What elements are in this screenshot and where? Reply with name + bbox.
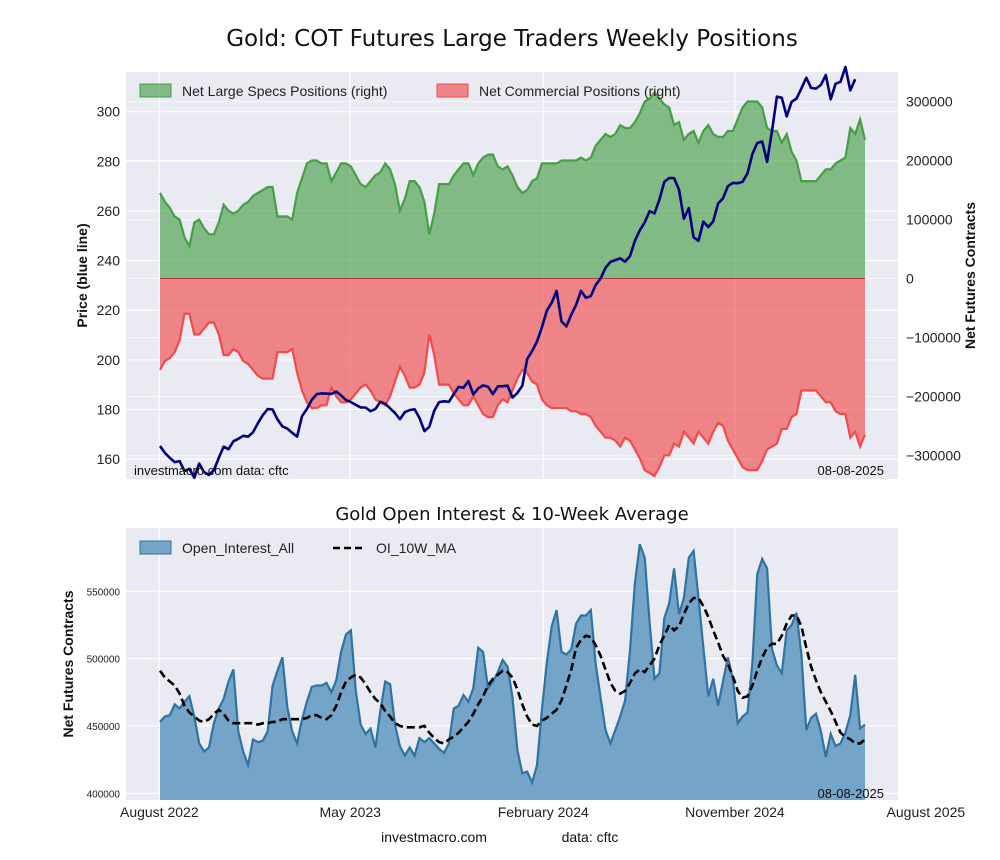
legend-label-open-interest: Open_Interest_All [182, 540, 294, 556]
price-tick-label: 280 [97, 153, 121, 169]
open-interest-line [159, 543, 866, 786]
date-tick-label: August 2022 [120, 804, 199, 820]
date-tick-label: May 2023 [319, 804, 381, 820]
date-note-bottom: 08-08-2025 [818, 786, 885, 801]
open-interest-panel: Gold Open Interest & 10-Week Average 400… [60, 504, 965, 820]
open-interest-axis-label: Net Futures Contracts [60, 590, 76, 737]
net-commercial-line [159, 312, 867, 478]
moving-average-series [158, 596, 866, 745]
date-axis-ticks: August 2022 May 2023 February 2024 November… [120, 804, 965, 820]
legend-label-specs: Net Large Specs Positions (right) [182, 83, 387, 99]
cot-legend: Net Large Specs Positions (right) Net Co… [139, 83, 681, 99]
oi-10w-ma-line [158, 596, 866, 745]
cot-area-series [159, 90, 867, 478]
date-tick-label: November 2024 [685, 804, 785, 820]
net-large-specs-line [159, 90, 867, 250]
price-tick-label: 180 [97, 402, 121, 418]
net-contracts-tick-label: 200000 [906, 152, 953, 168]
price-tick-label: 220 [97, 302, 121, 318]
open-interest-area [160, 544, 865, 800]
source-note: investmacro.com data: cftc [134, 463, 289, 478]
net-commercial-area [160, 278, 865, 477]
open-interest-area-series [159, 543, 866, 800]
legend-label-commercial: Net Commercial Positions (right) [479, 83, 681, 99]
net-contracts-tick-label: −300000 [906, 447, 961, 463]
legend-swatch-open-interest [139, 540, 172, 555]
price-tick-label: 200 [97, 352, 121, 368]
net-contracts-tick-label: −100000 [906, 329, 961, 345]
net-contracts-axis-label: Net Futures Contracts [962, 202, 978, 349]
net-contracts-tick-label: 0 [906, 270, 914, 286]
open-interest-axis-ticks: 400000 450000 500000 550000 [87, 587, 121, 800]
price-tick-label: 260 [97, 203, 121, 219]
footer-data-source: data: cftc [562, 829, 619, 845]
net-contracts-axis-ticks: −300000 −200000 −100000 0 100000 200000 300000 [906, 93, 961, 463]
date-tick-label: August 2025 [887, 804, 966, 820]
legend-swatch-specs [139, 83, 172, 98]
legend-label-moving-average: OI_10W_MA [376, 540, 457, 556]
price-tick-label: 300 [97, 104, 121, 120]
price-axis-label: Price (blue line) [74, 223, 90, 327]
open-interest-tick-label: 450000 [87, 722, 121, 733]
date-tick-label: February 2024 [498, 804, 589, 820]
net-contracts-tick-label: 100000 [906, 211, 953, 227]
open-interest-tick-label: 550000 [87, 587, 121, 598]
net-large-specs-area [160, 92, 865, 279]
price-tick-label: 160 [97, 451, 121, 467]
open-interest-tick-label: 400000 [87, 789, 121, 800]
net-contracts-tick-label: −200000 [906, 388, 961, 404]
price-line [158, 65, 857, 480]
price-tick-label: 240 [97, 253, 121, 269]
net-contracts-tick-label: 300000 [906, 93, 953, 109]
price-axis-ticks: 160 180 200 220 240 260 280 300 [97, 104, 121, 467]
price-line-series [158, 65, 857, 480]
open-interest-legend: Open_Interest_All OI_10W_MA [139, 540, 457, 556]
date-note: 08-08-2025 [818, 463, 885, 478]
chart-title: Gold: COT Futures Large Traders Weekly P… [226, 26, 798, 52]
open-interest-tick-label: 500000 [87, 655, 121, 666]
legend-swatch-commercial [436, 83, 469, 98]
open-interest-title: Gold Open Interest & 10-Week Average [335, 504, 688, 525]
footer-site: investmacro.com [381, 829, 487, 845]
